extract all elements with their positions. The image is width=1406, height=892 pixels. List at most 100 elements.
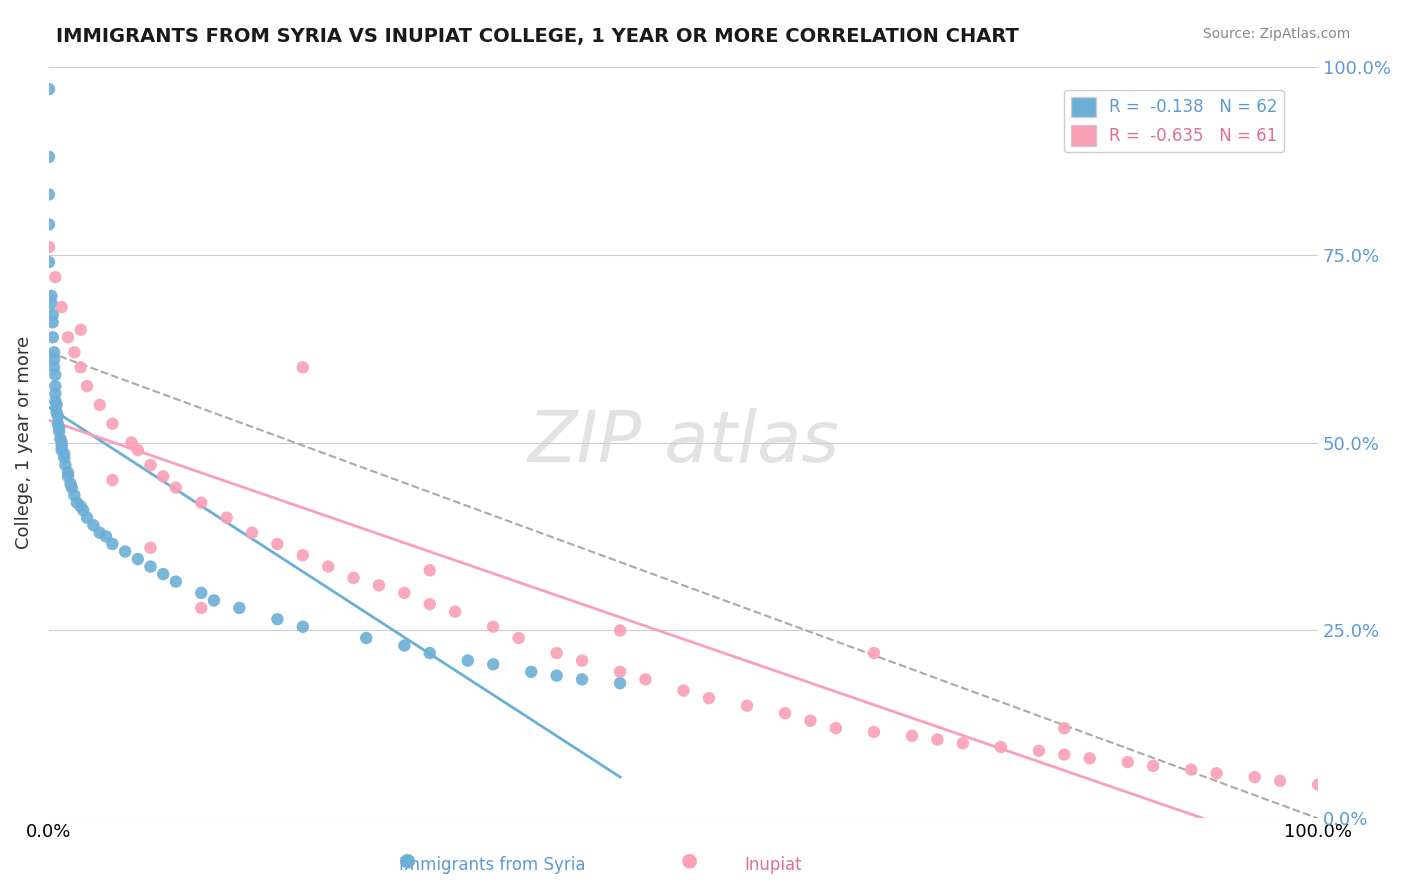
Point (165, 481, 187, 495)
Text: ●: ● (681, 851, 697, 870)
Point (291, 549, 314, 563)
Point (56, 469, 79, 483)
Point (127, 552, 149, 566)
Point (190, 496, 212, 510)
Point (215, 510, 238, 524)
Point (1268, 773, 1291, 788)
Point (55, 458, 77, 472)
Point (482, 657, 505, 672)
Point (51, 435, 73, 450)
Point (101, 473, 124, 487)
Point (1116, 755, 1139, 769)
Point (609, 665, 631, 679)
Point (101, 537, 124, 551)
Point (291, 620, 314, 634)
Point (394, 586, 416, 600)
Point (152, 567, 174, 582)
Text: Immigrants from Syria: Immigrants from Syria (399, 856, 585, 874)
Point (49, 432, 72, 446)
Point (44, 368, 66, 382)
Point (45, 398, 67, 412)
Point (368, 578, 391, 592)
Point (356, 631, 378, 645)
Point (56, 330, 79, 344)
Point (69, 323, 91, 337)
Point (419, 563, 441, 577)
Point (38, 218, 60, 232)
Point (990, 739, 1012, 754)
Point (42, 360, 65, 375)
Point (45, 405, 67, 419)
Point (773, 706, 796, 721)
Point (927, 732, 949, 747)
Point (76, 379, 98, 393)
Point (42, 345, 65, 359)
Point (60, 481, 83, 495)
Point (114, 544, 136, 558)
Y-axis label: College, 1 year or more: College, 1 year or more (15, 336, 32, 549)
Point (89, 525, 111, 540)
Point (44, 379, 66, 393)
Text: Source: ZipAtlas.com: Source: ZipAtlas.com (1202, 27, 1350, 41)
Point (457, 654, 479, 668)
Point (824, 721, 846, 735)
Text: IMMIGRANTS FROM SYRIA VS INUPIAT COLLEGE, 1 YEAR OR MORE CORRELATION CHART: IMMIGRANTS FROM SYRIA VS INUPIAT COLLEGE… (56, 27, 1019, 45)
Point (394, 639, 416, 653)
Point (672, 683, 695, 698)
Point (121, 435, 143, 450)
Legend: R =  -0.138   N = 62, R =  -0.635   N = 61: R = -0.138 N = 62, R = -0.635 N = 61 (1064, 90, 1285, 153)
Point (139, 541, 162, 555)
Point (38, 187, 60, 202)
Point (1308, 778, 1330, 792)
Point (901, 729, 924, 743)
Point (41, 289, 63, 303)
Point (53, 450, 76, 465)
Point (42, 315, 65, 329)
Point (101, 417, 124, 431)
Point (82, 518, 104, 533)
Point (42, 352, 65, 367)
Point (190, 586, 212, 600)
Point (44, 394, 66, 409)
Point (139, 458, 162, 472)
Point (56, 466, 79, 480)
Point (291, 360, 314, 375)
Point (482, 620, 505, 634)
Point (76, 510, 98, 524)
Point (59, 476, 82, 491)
Point (609, 624, 631, 638)
Point (863, 646, 886, 660)
Point (165, 574, 187, 589)
Point (51, 443, 73, 458)
Point (89, 398, 111, 412)
Point (1205, 766, 1227, 780)
Point (546, 668, 568, 682)
Point (546, 646, 568, 660)
Point (38, 240, 60, 254)
Point (94, 529, 117, 543)
Point (38, 255, 60, 269)
Point (190, 601, 212, 615)
Point (266, 612, 288, 626)
Point (571, 654, 593, 668)
Point (1053, 721, 1076, 735)
Point (38, 82, 60, 96)
Point (444, 605, 467, 619)
Point (63, 488, 86, 502)
Point (697, 691, 720, 706)
Text: ZIP atlas: ZIP atlas (527, 408, 839, 477)
Point (48, 424, 70, 438)
Point (419, 646, 441, 660)
Point (63, 345, 86, 359)
Point (66, 496, 89, 510)
Point (41, 296, 63, 310)
Point (38, 150, 60, 164)
Point (202, 593, 225, 607)
Point (51, 300, 73, 314)
Point (72, 503, 94, 517)
Point (44, 386, 66, 401)
Point (1053, 747, 1076, 762)
Point (419, 597, 441, 611)
Point (1028, 744, 1050, 758)
Point (316, 559, 339, 574)
